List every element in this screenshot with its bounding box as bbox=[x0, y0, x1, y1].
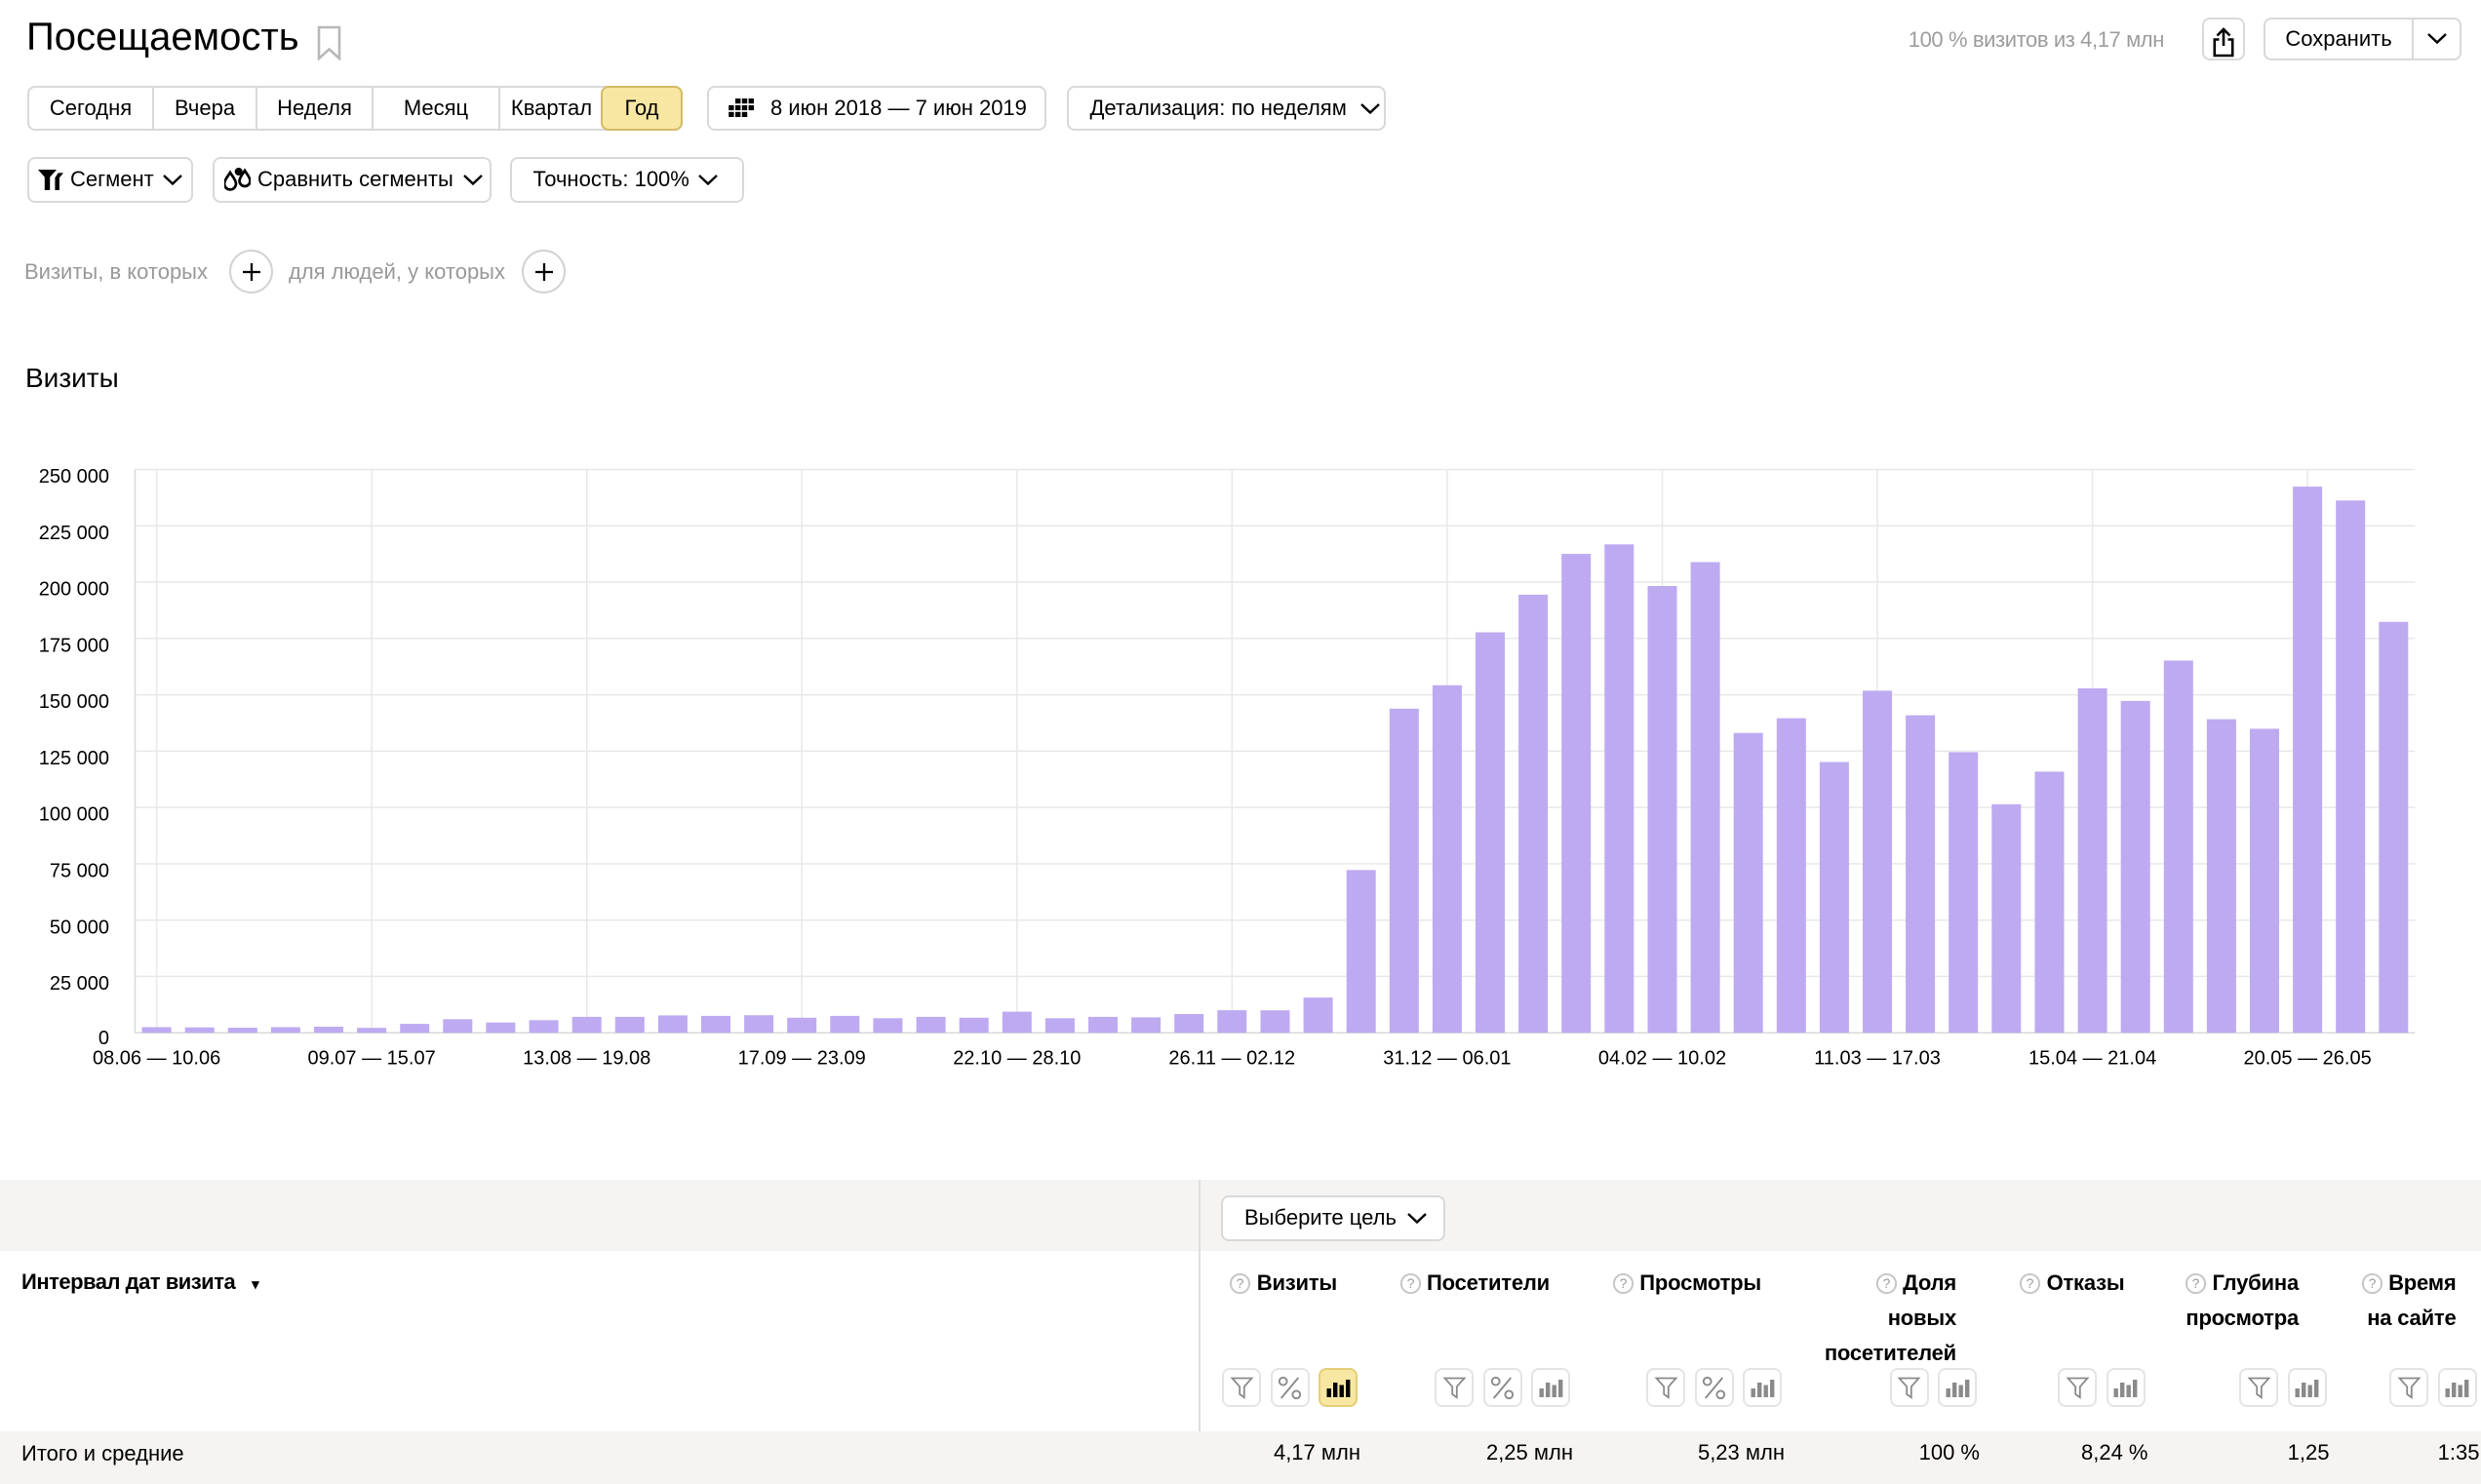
svg-text:?: ? bbox=[2368, 1275, 2376, 1291]
svg-text:04.02 — 10.02: 04.02 — 10.02 bbox=[1598, 1048, 1726, 1070]
svg-text:?: ? bbox=[1619, 1275, 1627, 1291]
svg-text:?: ? bbox=[1882, 1275, 1890, 1291]
svg-text:225 000: 225 000 bbox=[39, 523, 109, 544]
svg-text:?: ? bbox=[1406, 1275, 1414, 1291]
svg-text:?: ? bbox=[1237, 1275, 1244, 1291]
svg-text:17.09 — 23.09: 17.09 — 23.09 bbox=[738, 1048, 866, 1070]
svg-text:150 000: 150 000 bbox=[39, 691, 109, 713]
svg-text:22.10 — 28.10: 22.10 — 28.10 bbox=[953, 1048, 1081, 1070]
svg-text:200 000: 200 000 bbox=[39, 579, 109, 601]
svg-text:11.03 — 17.03: 11.03 — 17.03 bbox=[1814, 1048, 1941, 1070]
svg-text:20.05 — 26.05: 20.05 — 26.05 bbox=[2243, 1048, 2371, 1070]
svg-text:13.08 — 19.08: 13.08 — 19.08 bbox=[523, 1048, 650, 1070]
svg-text:25 000: 25 000 bbox=[50, 973, 109, 995]
svg-text:31.12 — 06.01: 31.12 — 06.01 bbox=[1383, 1048, 1511, 1070]
svg-text:125 000: 125 000 bbox=[39, 748, 109, 769]
svg-text:09.07 — 15.07: 09.07 — 15.07 bbox=[307, 1048, 435, 1070]
svg-text:175 000: 175 000 bbox=[39, 635, 109, 656]
svg-text:15.04 — 21.04: 15.04 — 21.04 bbox=[2028, 1048, 2156, 1070]
svg-text:0: 0 bbox=[98, 1028, 109, 1049]
svg-text:100 000: 100 000 bbox=[39, 804, 109, 826]
svg-text:08.06 — 10.06: 08.06 — 10.06 bbox=[93, 1048, 220, 1070]
svg-text:250 000: 250 000 bbox=[39, 466, 109, 488]
svg-text:?: ? bbox=[2192, 1275, 2200, 1291]
svg-text:50 000: 50 000 bbox=[50, 917, 109, 938]
svg-text:75 000: 75 000 bbox=[50, 861, 109, 882]
svg-text:?: ? bbox=[2027, 1275, 2034, 1291]
svg-text:26.11 — 02.12: 26.11 — 02.12 bbox=[1168, 1048, 1295, 1070]
